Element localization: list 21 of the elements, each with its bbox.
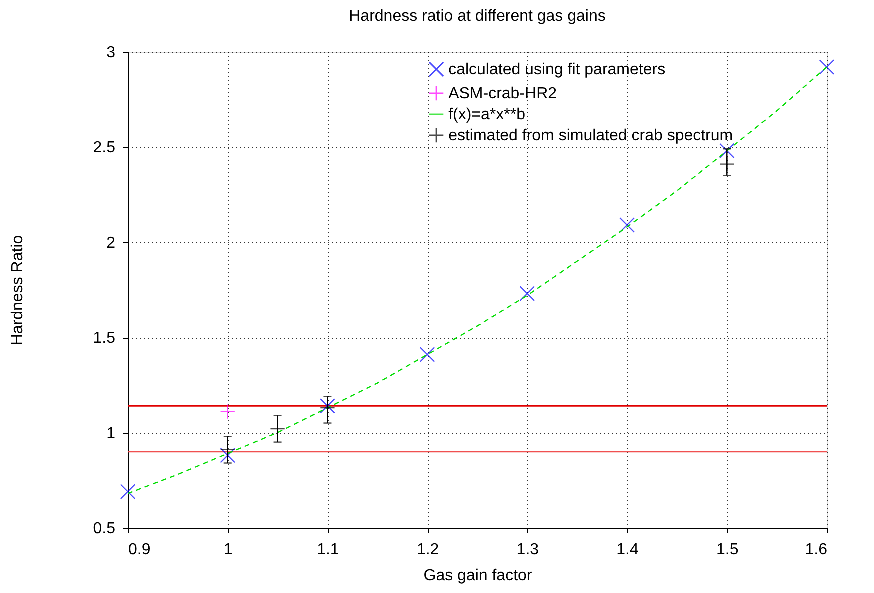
legend-label: estimated from simulated crab spectrum <box>448 128 734 145</box>
y-tick-label: 1.5 <box>93 330 116 348</box>
y-tick-label: 0.5 <box>93 520 116 538</box>
x-tick-label: 1.4 <box>616 542 640 558</box>
x-tick-label: 1.2 <box>416 542 440 558</box>
x-tick-label: 1.3 <box>516 542 540 558</box>
y-tick-label: 1 <box>106 425 116 442</box>
y-tick-label: 2 <box>106 234 116 252</box>
x-tick-label: 1.5 <box>716 542 739 558</box>
x-tick-label: 1.1 <box>317 542 340 558</box>
y-axis-title: Hardness Ratio <box>9 235 26 346</box>
legend-label: calculated using fit parameters <box>448 62 666 79</box>
legend-label: ASM-crab-HR2 <box>448 86 558 103</box>
x-tick-label: 1 <box>224 542 233 558</box>
x-axis-title: Gas gain factor <box>424 568 533 584</box>
x-tick-label: 1.6 <box>805 542 828 558</box>
y-tick-label: 3 <box>106 44 116 62</box>
y-tick-label: 2.5 <box>93 140 116 157</box>
x-tick-label: 0.9 <box>128 542 151 558</box>
chart-title: Hardness ratio at different gas gains <box>349 8 606 25</box>
legend-label: f(x)=a*x**b <box>448 106 526 124</box>
